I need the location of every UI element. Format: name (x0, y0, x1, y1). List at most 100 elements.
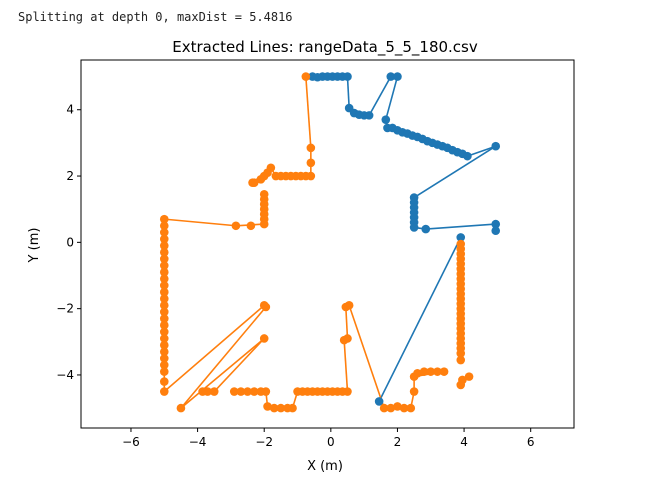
orange-data-point (159, 301, 169, 310)
orange-data-point (159, 387, 169, 396)
x-tick-label: −6 (122, 435, 140, 449)
blue-data-point (343, 72, 352, 81)
orange-line-segment (163, 304, 265, 393)
orange-data-point (159, 228, 169, 237)
orange-data-point (159, 307, 169, 317)
orange-data-point (243, 387, 252, 396)
orange-line-segment (305, 76, 312, 148)
blue-line-segment (368, 76, 392, 116)
orange-data-point (458, 375, 467, 385)
blue-data-point (463, 151, 472, 161)
orange-data-point (159, 360, 169, 370)
orange-data-point (159, 234, 169, 244)
orange-line-segment (213, 337, 265, 393)
orange-data-point (306, 143, 316, 153)
orange-data-point (159, 254, 169, 264)
orange-data-point (159, 274, 169, 284)
orange-data-point (159, 340, 169, 350)
x-tick-label: 6 (527, 435, 535, 449)
orange-data-point (343, 387, 352, 396)
blue-data-point (421, 224, 431, 234)
axes: −6 −4 −2 0 2 4 6 −4 −2 0 2 4 (56, 59, 575, 449)
blue-line-segment (378, 237, 462, 402)
x-tick-label: 2 (394, 435, 402, 449)
orange-line-segment (164, 218, 236, 227)
blue-line-segment (346, 76, 350, 109)
orange-data-point (456, 349, 466, 358)
orange-data-point (259, 219, 269, 229)
orange-data-point (306, 158, 316, 168)
orange-data-point (229, 387, 239, 396)
y-axis-label: Y (m) (27, 228, 42, 264)
orange-data-point (419, 367, 429, 376)
orange-data-point (343, 334, 352, 343)
orange-data-point (231, 221, 241, 231)
orange-data-point (176, 403, 186, 413)
orange-data-point (259, 334, 269, 343)
orange-data-point (379, 403, 389, 413)
orange-data-point (344, 301, 354, 310)
y-tick-label: 4 (66, 103, 74, 117)
orange-data-point (439, 367, 449, 376)
orange-data-point (198, 387, 207, 396)
orange-data-point (256, 175, 266, 184)
orange-data-point (159, 267, 169, 277)
blue-line-segment (425, 223, 496, 230)
blue-line-segment (385, 76, 399, 120)
orange-data-point (159, 320, 169, 330)
orange-data-point (464, 372, 474, 381)
orange-data-point (159, 281, 169, 290)
orange-data-point (261, 387, 271, 396)
orange-data-point (246, 221, 256, 231)
x-tick-label: −4 (189, 435, 207, 449)
orange-data-point (209, 387, 219, 396)
blue-data-point (381, 115, 391, 124)
orange-data-point (261, 302, 271, 312)
orange-data-point (159, 347, 169, 357)
orange-data-point (301, 72, 311, 81)
orange-data-point (263, 402, 272, 411)
orange-data-point (433, 367, 442, 376)
blue-data-point (409, 223, 419, 232)
plot-frame (80, 59, 575, 429)
blue-data-point (491, 219, 501, 229)
orange-data-point (456, 355, 466, 365)
orange-data-point (159, 354, 169, 363)
orange-data-point (159, 221, 169, 231)
chart-lines (163, 75, 497, 409)
orange-data-point (159, 327, 169, 337)
orange-data-point (288, 403, 297, 413)
x-tick-label: 4 (460, 435, 468, 449)
chart-title: Extracted Lines: rangeData_5_5_180.csv (172, 38, 478, 57)
blue-data-point (386, 72, 396, 81)
orange-data-point (386, 403, 396, 413)
orange-data-point (159, 214, 169, 224)
orange-data-point (159, 294, 169, 304)
orange-data-point (426, 367, 436, 376)
orange-data-point (276, 403, 286, 413)
orange-line-segment (345, 306, 349, 339)
orange-data-point (393, 402, 402, 411)
orange-data-point (399, 403, 409, 413)
y-tick-label: −2 (56, 302, 74, 316)
orange-data-point (159, 367, 169, 376)
orange-data-point (409, 387, 419, 396)
blue-data-point (456, 233, 466, 242)
orange-data-point (269, 403, 279, 413)
orange-data-point (249, 387, 259, 396)
blue-data-point (491, 226, 501, 236)
orange-line-segment (348, 305, 385, 409)
blue-data-point (393, 72, 402, 81)
orange-data-point (159, 241, 169, 250)
blue-data-point (491, 141, 501, 151)
x-axis-label: X (m) (307, 459, 343, 474)
orange-data-point (159, 287, 169, 297)
blue-line-segment (413, 145, 497, 199)
y-tick-label: 2 (66, 169, 74, 183)
orange-data-point (236, 387, 246, 396)
x-tick-label: −2 (255, 435, 273, 449)
y-tick-label: −4 (56, 368, 74, 382)
y-tick-label: 0 (66, 235, 74, 249)
console-output: Splitting at depth 0, maxDist = 5.4816 (18, 10, 293, 24)
